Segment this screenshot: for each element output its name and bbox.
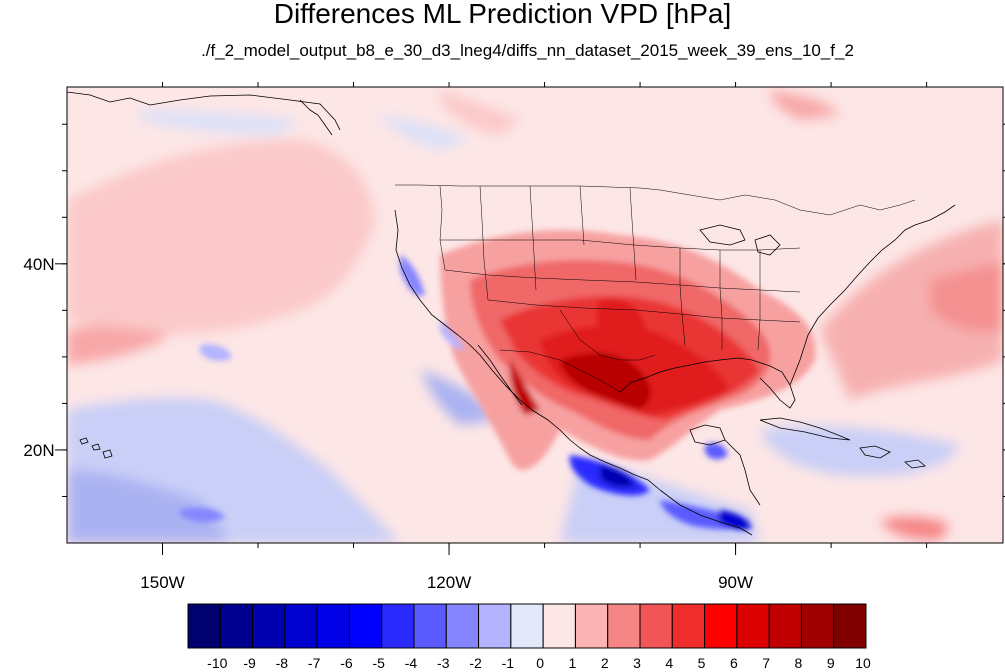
colorbar-swatch	[219, 603, 254, 649]
lat-tick-label: 40N	[23, 255, 54, 274]
colorbar-swatch	[413, 603, 447, 649]
colorbar-label: -1	[502, 655, 515, 671]
colorbar-label: 9	[827, 655, 835, 671]
colorbar-label: 0	[536, 655, 544, 671]
colorbar	[187, 603, 867, 649]
axis-ticks	[55, 82, 1005, 555]
chart-title: Differences ML Prediction VPD [hPa]	[273, 0, 732, 29]
lat-tick-label: 20N	[23, 441, 54, 460]
colorbar-labels: -10 -9 -8 -7 -6 -5 -4 -3 -2 -1 0 1 2 3 4 5 6 7 8 9 10	[207, 655, 871, 671]
colorbar-swatch	[800, 603, 835, 649]
axis-tick-labels: 150W 120W 90W 40N 20N	[23, 255, 753, 592]
colorbar-swatch	[187, 603, 221, 649]
colorbar-label: 10	[855, 655, 871, 671]
colorbar-label: -3	[437, 655, 450, 671]
colorbar-label: 5	[698, 655, 706, 671]
colorbar-label: 2	[601, 655, 609, 671]
map-frame	[66, 86, 1004, 544]
colorbar-swatch	[574, 603, 609, 649]
state-borders	[395, 184, 916, 393]
colorbar-swatch	[316, 603, 350, 649]
colorbar-swatch	[348, 603, 383, 649]
colorbar-swatch	[478, 603, 512, 649]
colorbar-swatch	[704, 603, 738, 649]
colorbar-swatch	[639, 603, 673, 649]
lon-tick-label: 90W	[718, 573, 753, 592]
colorbar-swatch	[768, 603, 802, 649]
colorbar-label: -6	[340, 655, 353, 671]
colorbar-label: 8	[795, 655, 803, 671]
colorbar-label: -9	[243, 655, 256, 671]
colorbar-swatch	[445, 603, 480, 649]
colorbar-swatch	[736, 603, 770, 649]
colorbar-label: -8	[276, 655, 289, 671]
colorbar-swatch	[381, 603, 415, 649]
colorbar-label: -4	[405, 655, 418, 671]
colorbar-label: 7	[762, 655, 770, 671]
vpd-difference-field	[67, 87, 1003, 543]
colorbar-label: 3	[633, 655, 641, 671]
colorbar-swatch	[510, 603, 544, 649]
colorbar-label: -5	[372, 655, 385, 671]
colorbar-swatch	[607, 603, 641, 649]
coastlines	[67, 91, 956, 536]
colorbar-label: 6	[730, 655, 738, 671]
lon-tick-label: 150W	[140, 573, 184, 592]
colorbar-label: 4	[665, 655, 673, 671]
colorbar-label: -10	[207, 655, 227, 671]
colorbar-swatch	[671, 603, 706, 649]
chart-subtitle: ./f_2_model_output_b8_e_30_d3_lneg4/diff…	[201, 41, 854, 60]
colorbar-swatch	[252, 603, 286, 649]
colorbar-label: 1	[569, 655, 577, 671]
colorbar-swatch	[284, 603, 318, 649]
colorbar-label: -7	[308, 655, 321, 671]
colorbar-label: -2	[469, 655, 482, 671]
lon-tick-label: 120W	[427, 573, 471, 592]
colorbar-swatch	[833, 603, 867, 649]
colorbar-swatch	[542, 603, 576, 649]
